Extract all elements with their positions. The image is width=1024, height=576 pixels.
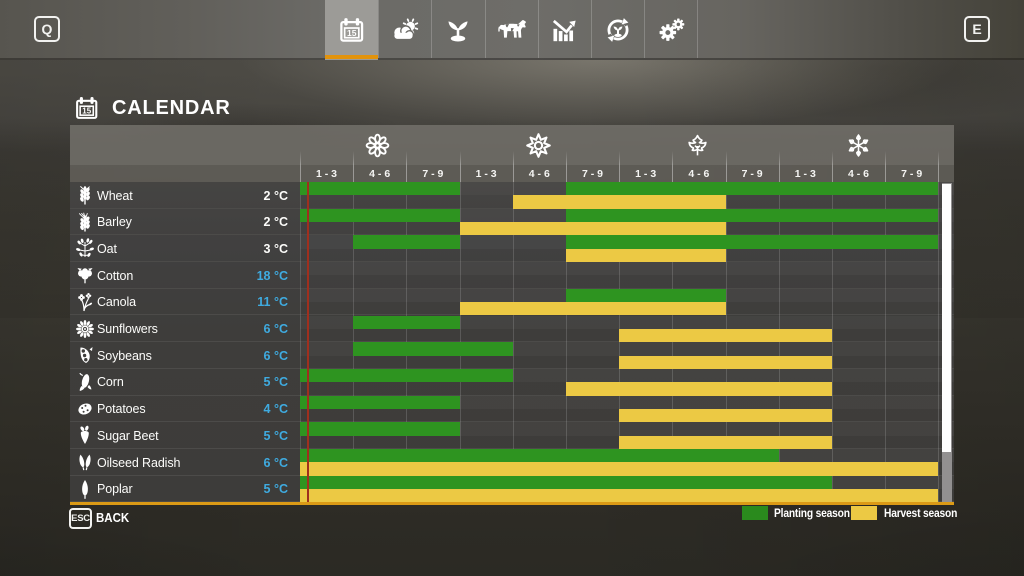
svg-text:15: 15 xyxy=(347,28,357,38)
svg-text:15: 15 xyxy=(82,107,91,116)
